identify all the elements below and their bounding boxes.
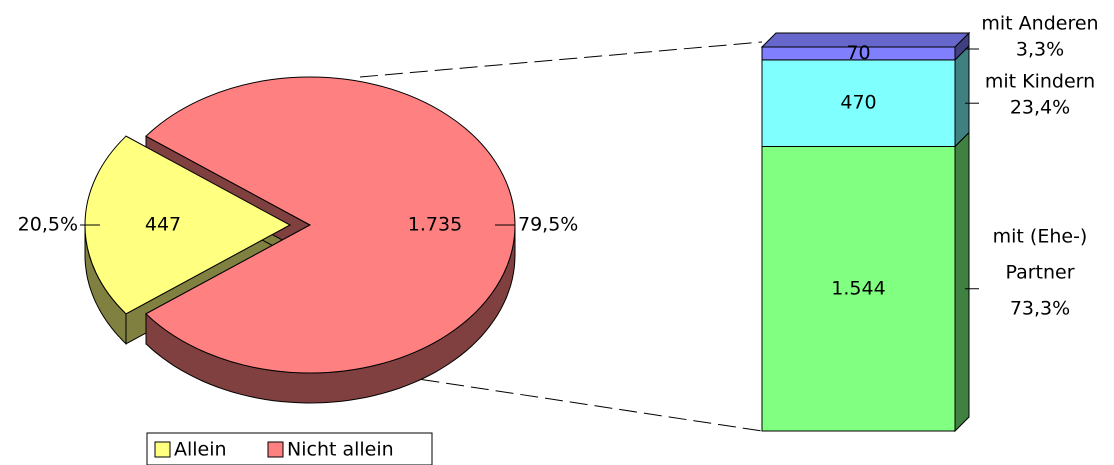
bar-top-face	[760, 32, 971, 48]
pie-value-label-1: 1.735	[408, 214, 462, 236]
bar-percent-label-0: 73,3%	[1010, 298, 1070, 320]
bar-percent-label-2: 3,3%	[1016, 39, 1064, 61]
legend: Allein Nicht allein	[146, 432, 433, 465]
bar-percent-label-1: 23,4%	[1010, 97, 1070, 119]
legend-box	[146, 432, 433, 465]
pie-chart: 447 1.735 20,5% 79,5%	[18, 76, 578, 404]
bar-category-label-2-line-0: mit Anderen	[981, 13, 1098, 35]
bar-category-label-1-line-0: mit Kindern	[985, 71, 1095, 93]
stacked-bar-chart: 1.544 470 70 mit (Ehe-) Partner 73,3% mit Kind…	[760, 13, 1099, 433]
bar-category-label-0-line-1: Partner	[1005, 262, 1074, 284]
connector-line-1	[371, 371, 763, 432]
legend-label-1: Nicht allein	[287, 439, 394, 461]
bar-value-label-1: 470	[840, 92, 876, 114]
legend-label-0: Allein	[174, 439, 227, 461]
legend-swatch-0	[154, 441, 171, 458]
bar-value-label-0: 1.544	[831, 277, 885, 299]
legend-swatch-1	[267, 441, 284, 458]
pie-percent-label-0: 20,5%	[18, 214, 78, 236]
connector-lines	[359, 41, 763, 432]
bar-category-label-0-line-0: mit (Ehe-)	[993, 226, 1088, 248]
bar-segment-0-side	[954, 131, 970, 433]
connector-line-0	[359, 41, 763, 78]
bar-value-label-2: 70	[846, 42, 870, 64]
bar-segment-1-side	[954, 44, 970, 148]
pie-percent-label-1: 79,5%	[518, 214, 578, 236]
bar-segment-1	[761, 59, 956, 147]
pie-value-label-0: 447	[145, 214, 181, 236]
